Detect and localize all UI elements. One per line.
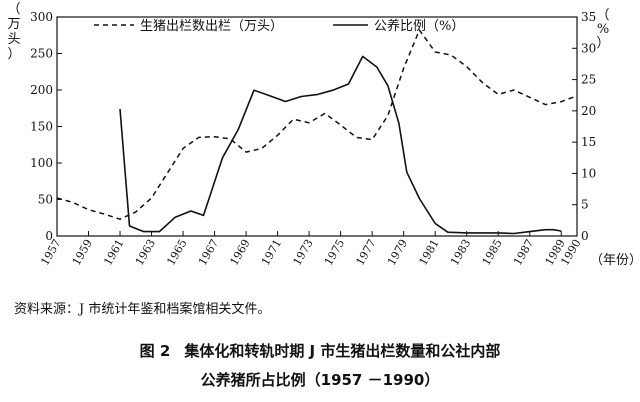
- left-axis-tick-label: 150: [30, 120, 53, 134]
- right-axis-tick-label: 35: [581, 10, 596, 24]
- left-axis-tick-label: 100: [30, 156, 53, 170]
- x-axis-tick-label: 1969: [227, 237, 252, 268]
- x-axis-tick-label: 1985: [480, 237, 505, 268]
- right-axis-unit-label: （%）: [596, 8, 609, 51]
- x-axis-tick-label: 1965: [164, 237, 189, 268]
- x-axis-tick-label: 1959: [70, 237, 95, 268]
- left-axis-tick-label: 250: [30, 47, 53, 61]
- x-axis-tick-label: 1967: [196, 237, 221, 268]
- x-axis-tick-label: 1979: [385, 237, 410, 268]
- figure-caption-line2: 公养猪所占比例（1957 －1990）: [200, 371, 440, 389]
- legend-public-ratio-label: 公养比例（%）: [374, 18, 464, 34]
- x-axis-tick-label: 1957: [38, 237, 63, 268]
- x-axis-tick-label: 1987: [511, 237, 536, 268]
- figure-label: 图 2: [139, 342, 171, 360]
- source-note: 资料来源：J 市统计年鉴和档案馆相关文件。: [14, 302, 271, 317]
- legend-hog-output-label: 生猪出栏数出栏（万头）: [140, 19, 283, 34]
- figure-caption-line1: 图 2 集体化和转轨时期 J 市生猪出栏数量和公社内部: [0, 340, 640, 361]
- x-axis-tick-label: 1971: [259, 237, 284, 268]
- x-axis-tick-label: 1963: [133, 237, 158, 268]
- right-axis-tick-label: 30: [581, 41, 596, 55]
- x-axis-tick-label: 1975: [322, 237, 347, 268]
- right-axis-tick-label: 5: [581, 198, 589, 212]
- x-axis-tick-label: 1973: [290, 237, 315, 268]
- dual-axis-line-chart: 0 50 100 150 200 250 300 0 5 10 15 20 25 30 35 1957 1959…: [7, 2, 640, 268]
- x-axis-tick-label: 1977: [353, 237, 378, 268]
- series-line-hog-output: [56, 29, 578, 220]
- x-axis-tick-label: 1981: [417, 237, 442, 268]
- left-axis-tick-label: 50: [38, 193, 53, 207]
- left-axis-tick-label: 300: [30, 10, 53, 24]
- x-axis-tick-label: 1983: [448, 237, 473, 268]
- right-axis-tick-label: 25: [581, 73, 596, 87]
- series-line-public-ratio: [119, 55, 562, 235]
- x-axis-unit-label: （年份）: [590, 253, 640, 268]
- left-axis-tick-label: 0: [45, 229, 53, 243]
- right-axis-tick-label: 10: [581, 166, 596, 180]
- left-axis-tick-label: 200: [30, 83, 53, 97]
- plot-frame: [56, 16, 578, 237]
- right-axis-tick-label: 20: [581, 104, 596, 118]
- figure-title-line1: 集体化和转轨时期 J 市生猪出栏数量和公社内部: [184, 342, 501, 360]
- right-axis-tick-label: 0: [581, 229, 589, 243]
- x-axis-tick-label: 1961: [101, 237, 126, 268]
- left-axis-unit-label: （万头）: [7, 2, 20, 62]
- right-axis-tick-label: 15: [581, 135, 596, 149]
